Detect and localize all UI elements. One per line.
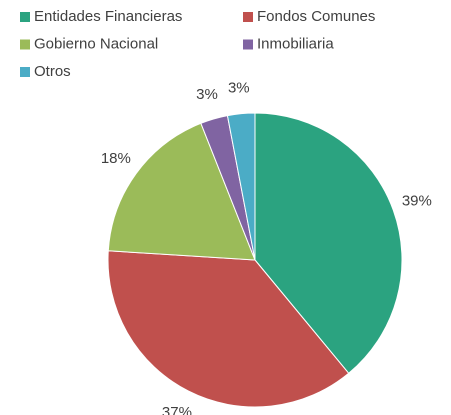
legend-swatch [243, 39, 253, 50]
legend-label: Entidades Financieras [34, 8, 182, 25]
pie-slice [254, 112, 403, 374]
pie: 39% 37% 18% 3% 3% [101, 80, 432, 415]
data-label: 39% [402, 193, 432, 210]
pie-slice [107, 122, 256, 261]
legend-label: Gobierno Nacional [34, 35, 158, 52]
legend-label: Inmobiliaria [257, 35, 334, 52]
legend-label: Otros [34, 63, 71, 80]
data-label: 3% [228, 80, 250, 97]
data-label: 3% [196, 86, 218, 103]
pie-slice [226, 112, 256, 261]
legend-swatch [20, 12, 30, 22]
pie-slice [107, 250, 350, 408]
data-label: 37% [162, 404, 192, 415]
legend-swatch [20, 67, 30, 77]
data-label: 18% [101, 150, 131, 167]
legend-swatch [243, 12, 253, 22]
legend-label: Fondos Comunes [257, 8, 375, 25]
legend-swatch [20, 39, 30, 50]
legend: Entidades Financieras Fondos Comunes Gobie… [20, 8, 375, 80]
